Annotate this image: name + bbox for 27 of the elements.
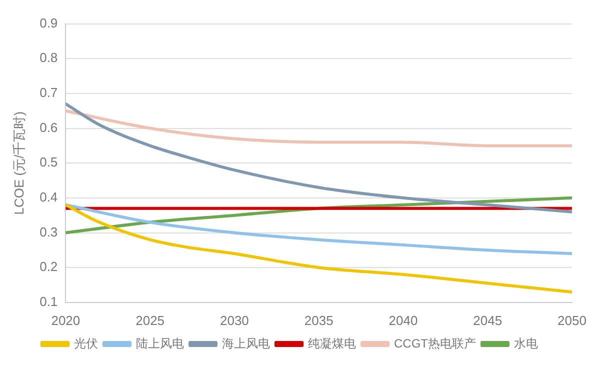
legend-label: 水电	[514, 336, 538, 350]
y-tick-label: 0.1	[40, 294, 58, 309]
x-tick-label: 2030	[220, 312, 249, 328]
legend-label: 光伏	[74, 336, 98, 350]
legend-label: 纯凝煤电	[308, 336, 356, 350]
y-tick-label: 0.9	[40, 15, 58, 30]
legend-label: CCGT热电联产	[394, 336, 476, 350]
x-tick-label: 2050	[558, 312, 586, 328]
y-tick-label: 0.4	[40, 190, 58, 205]
line-series	[66, 109, 572, 148]
legend-label: 海上风电	[222, 336, 270, 350]
x-tick-label: 2045	[473, 312, 502, 328]
y-tick-label: 0.3	[40, 224, 58, 240]
x-tick-label: 2025	[136, 312, 165, 328]
y-tick-label: 0.6	[40, 120, 58, 135]
x-tick-label: 2040	[388, 312, 418, 328]
line-series	[66, 203, 572, 294]
y-tick-label: 0.2	[40, 259, 58, 274]
y-axis-title: LCOE (元/千瓦时)	[11, 111, 26, 215]
legend-label: 陆上风电	[136, 336, 184, 350]
x-tick-label: 2035	[304, 312, 334, 328]
y-tick-label: 0.5	[40, 154, 58, 170]
line-series	[66, 203, 572, 256]
line-series	[66, 102, 572, 214]
y-tick-label: 0.8	[40, 50, 58, 66]
y-tick-label: 0.7	[40, 85, 58, 100]
x-tick-label: 2020	[51, 312, 80, 328]
